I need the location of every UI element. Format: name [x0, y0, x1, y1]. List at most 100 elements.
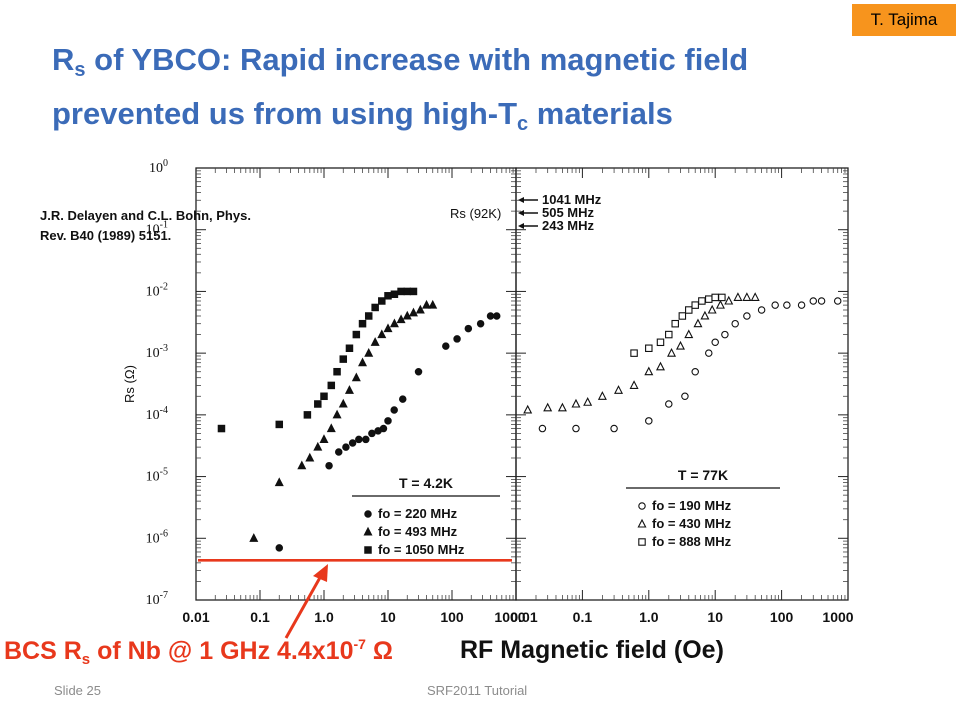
frequency-marker-label: 243 MHz [542, 218, 595, 233]
data-point [345, 344, 354, 353]
data-point [750, 292, 760, 301]
title-line-1: Rs of YBCO: Rapid increase with magnetic… [52, 38, 912, 92]
data-point [476, 319, 485, 328]
data-point [645, 344, 653, 353]
data-point [724, 295, 734, 305]
data-point [384, 292, 392, 300]
data-point [733, 292, 743, 301]
data-point [305, 452, 315, 462]
data-point [390, 290, 399, 299]
y-tick-label: 10-2 [146, 281, 168, 299]
bcs-text: BCS R [4, 637, 82, 665]
title-line-2: prevented us from using high-Tc material… [52, 92, 912, 146]
frequency-marker-arrowhead [518, 210, 524, 216]
data-point [338, 398, 348, 408]
data-point [667, 347, 677, 357]
legend-label: fo = 430 MHz [652, 516, 732, 531]
data-point [691, 367, 699, 376]
frequency-marker-label: 505 MHz [542, 205, 595, 220]
reference-line-1: J.R. Delayen and C.L. Bohn, Phys. [40, 208, 251, 223]
data-point [326, 423, 336, 433]
data-point [597, 391, 607, 400]
legend-label: fo = 1050 MHz [378, 542, 465, 557]
panel-header-title: Rs (92K) [450, 206, 501, 221]
data-point [314, 400, 322, 408]
data-point [320, 392, 328, 401]
legend-title: T = 77K [678, 467, 728, 483]
data-point [384, 417, 392, 425]
data-point [442, 342, 450, 350]
data-point [352, 330, 361, 339]
x-axis-title: RF Magnetic field (Oe) [460, 636, 724, 664]
author-badge: T. Tajima [852, 4, 956, 36]
data-point [614, 385, 624, 394]
data-point [783, 301, 791, 309]
footer-event: SRF2011 Tutorial [427, 683, 528, 698]
data-point [711, 293, 719, 302]
panel-left: 0.01 0.1 1.0 10 100 1000 10-7 10-6 10-5 10-4 10-3 1… [122, 158, 526, 625]
data-point [637, 518, 647, 528]
data-point [809, 297, 818, 305]
bcs-pointer-arrow [284, 573, 324, 639]
x-tick-label: 100 [770, 609, 794, 625]
data-point [486, 312, 495, 320]
data-point [275, 420, 284, 429]
data-point [327, 381, 336, 390]
slide-title: Rs of YBCO: Rapid increase with magnetic… [52, 38, 912, 146]
data-point [685, 306, 693, 314]
x-tick-label: 1000 [822, 609, 853, 625]
data-point [700, 310, 710, 320]
reference-line-2: Rev. B40 (1989) 5151. [40, 228, 172, 243]
data-point [351, 372, 361, 382]
data-point [397, 287, 405, 296]
data-point [771, 301, 779, 309]
data-point [656, 338, 665, 347]
title-subscript: s [74, 59, 86, 81]
data-point [377, 329, 387, 339]
data-point [684, 329, 694, 339]
data-point [638, 502, 646, 510]
data-point [217, 424, 226, 433]
data-point [630, 349, 638, 357]
legend-label: fo = 220 MHz [378, 506, 458, 521]
data-point [538, 424, 547, 433]
data-point [715, 299, 725, 309]
data-point [408, 307, 418, 317]
frequency-marker-arrowhead [518, 197, 524, 203]
title-text: of YBCO: Rapid increase with magnetic fi… [85, 42, 749, 77]
data-point [390, 406, 398, 414]
x-tick-label: 0.1 [573, 609, 593, 625]
bcs-text: of Nb @ 1 GHz 4.4x10 [90, 637, 354, 665]
data-point [557, 402, 567, 412]
data-point [721, 330, 729, 339]
data-point [348, 439, 357, 447]
data-point [364, 312, 373, 320]
data-point [757, 306, 766, 314]
data-point [833, 297, 842, 305]
bcs-annotation: BCS Rs of Nb @ 1 GHz 4.4x10-7 Ω [4, 636, 393, 668]
data-point [644, 366, 654, 376]
data-point [543, 402, 553, 412]
data-point [645, 417, 653, 425]
data-point [705, 295, 713, 303]
x-tick-label: 0.01 [182, 609, 209, 625]
data-point [274, 477, 284, 487]
data-point [355, 435, 363, 444]
data-point [705, 349, 713, 357]
legend-label: fo = 493 MHz [378, 524, 458, 539]
bcs-text: Ω [365, 637, 393, 665]
data-point [610, 424, 618, 433]
title-subscript: c [517, 113, 529, 135]
x-tick-label: 1000 [494, 609, 525, 625]
x-tick-label: 1.0 [639, 609, 659, 625]
legend-label: fo = 190 MHz [652, 498, 732, 513]
data-point [523, 404, 533, 414]
data-point [583, 397, 593, 406]
data-point [339, 355, 348, 363]
legend-label: fo = 888 MHz [652, 534, 732, 549]
chart-overlays [198, 558, 512, 639]
data-point [718, 293, 726, 302]
data-point [402, 310, 412, 320]
frequency-marker-arrowhead [518, 223, 524, 229]
